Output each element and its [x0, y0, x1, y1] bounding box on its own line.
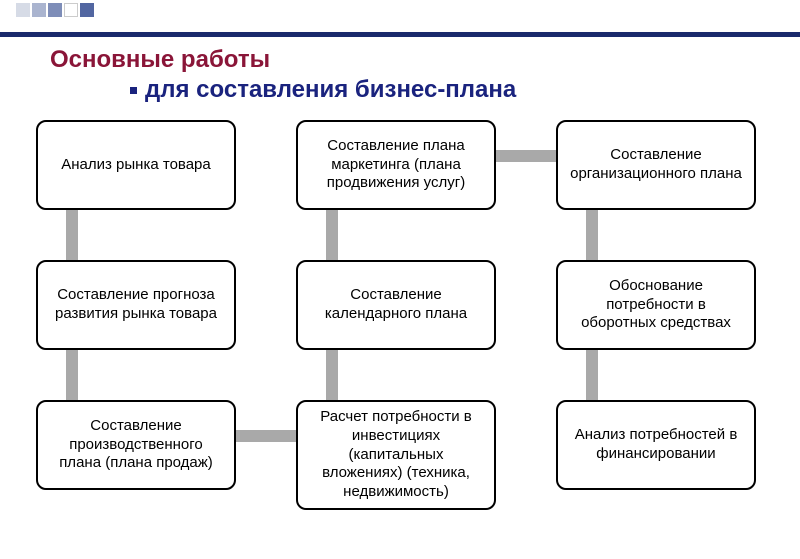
- flow-box-label: Анализ рынка товара: [61, 156, 211, 175]
- title-block: Основные работы для составления бизнес-п…: [50, 46, 516, 104]
- deco-sq-3: [48, 3, 62, 17]
- flow-box: Анализ рынка товара: [36, 120, 236, 210]
- deco-sq-4: [64, 3, 78, 17]
- title-line-2-row: для составления бизнес-плана: [130, 76, 516, 104]
- title-line-1: Основные работы: [50, 46, 516, 74]
- connector: [326, 346, 338, 404]
- connector: [586, 206, 598, 264]
- connector: [586, 346, 598, 404]
- flow-box-label: Составление плана маркетинга (плана прод…: [308, 137, 484, 193]
- flow-box-label: Анализ потребностей в финансировании: [568, 426, 744, 464]
- connector: [326, 206, 338, 264]
- title-line-2: для составления бизнес-плана: [145, 76, 516, 104]
- deco-sq-2: [32, 3, 46, 17]
- flow-box: Составление плана маркетинга (плана прод…: [296, 120, 496, 210]
- deco-sq-1: [16, 3, 30, 17]
- deco-sq-5: [80, 3, 94, 17]
- connector: [232, 430, 300, 442]
- flow-box-label: Обоснование потребности в оборотных сред…: [568, 277, 744, 333]
- flow-box: Анализ потребностей в финансировании: [556, 400, 756, 490]
- connector: [492, 150, 560, 162]
- flowchart-diagram: Анализ рынка товара Составление прогноза …: [36, 120, 766, 540]
- top-divider: [0, 32, 800, 37]
- flow-box-label: Расчет потребности в инвестициях (капита…: [308, 408, 484, 502]
- bullet-icon: [130, 87, 137, 94]
- connector: [66, 346, 78, 404]
- flow-box: Обоснование потребности в оборотных сред…: [556, 260, 756, 350]
- flow-box: Составление организационного плана: [556, 120, 756, 210]
- flow-box-label: Составление организационного плана: [568, 146, 744, 184]
- flow-box-label: Составление календарного плана: [308, 286, 484, 324]
- flow-box: Составление календарного плана: [296, 260, 496, 350]
- connector: [66, 206, 78, 264]
- flow-box-label: Составление прогноза развития рынка това…: [48, 286, 224, 324]
- flow-box: Составление производственного плана (пла…: [36, 400, 236, 490]
- flow-box: Расчет потребности в инвестициях (капита…: [296, 400, 496, 510]
- flow-box-label: Составление производственного плана (пла…: [48, 417, 224, 473]
- flow-box: Составление прогноза развития рынка това…: [36, 260, 236, 350]
- decorative-squares: [0, 0, 94, 17]
